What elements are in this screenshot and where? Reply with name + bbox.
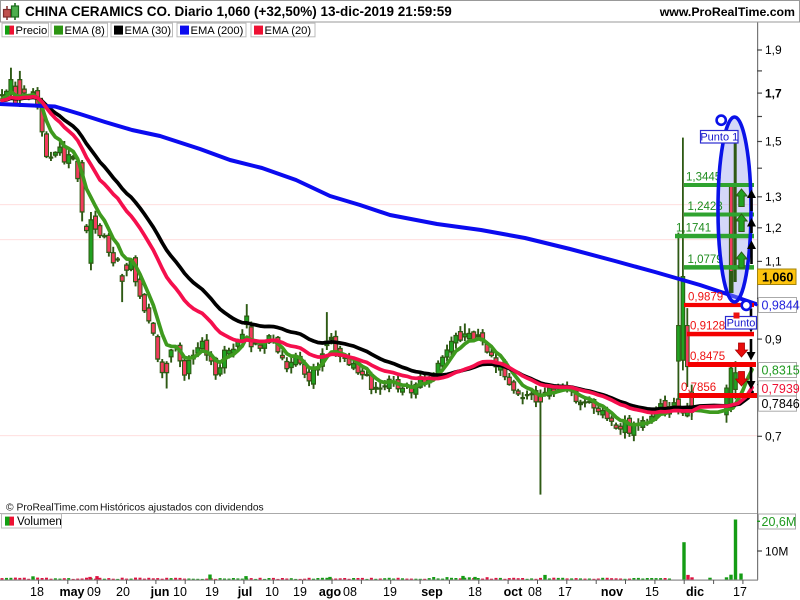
svg-text:10: 10: [173, 585, 187, 599]
svg-text:© ProRealTime.com: © ProRealTime.com: [6, 503, 98, 514]
svg-text:sep: sep: [421, 585, 443, 599]
svg-text:1,060: 1,060: [762, 270, 793, 284]
svg-text:0,7856: 0,7856: [681, 382, 716, 394]
svg-text:0,9: 0,9: [765, 332, 782, 346]
svg-text:17: 17: [558, 585, 572, 599]
svg-text:19: 19: [383, 585, 397, 599]
svg-text:09: 09: [87, 585, 101, 599]
svg-text:1,3: 1,3: [765, 190, 782, 204]
svg-text:EMA (30): EMA (30): [125, 25, 172, 37]
svg-text:EMA (200): EMA (200): [191, 25, 244, 37]
svg-text:Históricos ajustados con divid: Históricos ajustados con dividendos: [100, 503, 264, 514]
svg-text:may: may: [59, 585, 84, 599]
svg-text:08: 08: [528, 585, 542, 599]
svg-text:1,2423: 1,2423: [688, 201, 723, 213]
svg-text:0,8315: 0,8315: [762, 364, 800, 378]
svg-text:EMA (8): EMA (8): [65, 25, 106, 37]
svg-text:18: 18: [30, 585, 44, 599]
svg-text:ago: ago: [319, 585, 342, 599]
svg-text:oct: oct: [504, 585, 524, 599]
svg-text:1,0779: 1,0779: [688, 254, 723, 266]
svg-text:Precio: Precio: [16, 25, 48, 37]
svg-text:15: 15: [645, 585, 659, 599]
svg-text:jun: jun: [150, 585, 170, 599]
svg-text:jul: jul: [237, 585, 253, 599]
svg-text:08: 08: [343, 585, 357, 599]
svg-text:0,9128: 0,9128: [690, 321, 725, 333]
svg-text:1,7: 1,7: [765, 86, 782, 100]
svg-text:10: 10: [265, 585, 279, 599]
svg-text:dic: dic: [686, 585, 704, 599]
svg-text:19: 19: [293, 585, 307, 599]
svg-text:17: 17: [733, 585, 747, 599]
svg-text:0,7: 0,7: [765, 430, 782, 444]
svg-text:19: 19: [205, 585, 219, 599]
svg-text:0,7846: 0,7846: [762, 397, 800, 411]
svg-text:20: 20: [116, 585, 130, 599]
svg-text:0,7939: 0,7939: [762, 382, 800, 396]
svg-text:1,5: 1,5: [765, 135, 782, 149]
svg-text:CHINA CERAMICS CO. Diario 1,06: CHINA CERAMICS CO. Diario 1,060 (+32,50%…: [25, 4, 452, 19]
svg-text:0,8475: 0,8475: [690, 351, 725, 363]
svg-text:www.ProRealTime.com: www.ProRealTime.com: [659, 5, 795, 19]
svg-text:EMA (20): EMA (20): [265, 25, 312, 37]
svg-text:0,9844: 0,9844: [762, 299, 800, 313]
svg-text:10M: 10M: [765, 545, 788, 559]
svg-text:Volumen: Volumen: [17, 516, 62, 528]
svg-text:20,6M: 20,6M: [762, 515, 797, 529]
svg-text:Punto: Punto: [727, 318, 756, 330]
svg-text:1,1: 1,1: [765, 255, 782, 269]
svg-text:18: 18: [468, 585, 482, 599]
svg-text:nov: nov: [601, 585, 623, 599]
svg-text:1,2: 1,2: [765, 221, 782, 235]
svg-text:1,3445: 1,3445: [686, 172, 721, 184]
svg-text:Punto 1: Punto 1: [700, 132, 738, 144]
svg-text:1,9: 1,9: [765, 43, 782, 57]
svg-text:1,1741: 1,1741: [676, 223, 711, 235]
svg-text:0,9879: 0,9879: [688, 292, 723, 304]
